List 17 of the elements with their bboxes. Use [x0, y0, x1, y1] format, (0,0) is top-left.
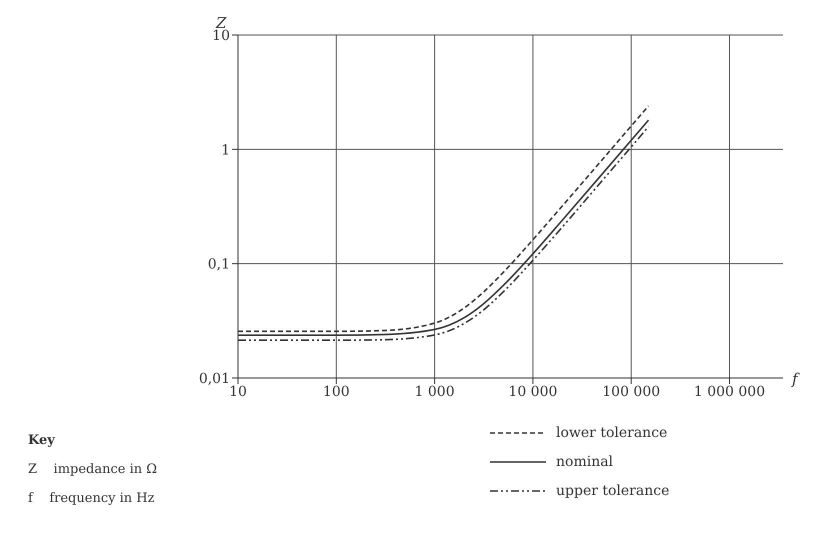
x-axis-title: f [792, 370, 798, 388]
y-tick-label: 1 [221, 142, 230, 158]
y-tick-label: 10 [212, 28, 230, 44]
legend-label: lower tolerance [556, 424, 668, 440]
x-tick-label: 100 [322, 384, 350, 400]
text: Key [28, 432, 56, 450]
legend-label: upper tolerance [556, 482, 670, 498]
x-tick-label: 100 000 [602, 384, 660, 400]
y-tick-label: 0,1 [208, 256, 230, 273]
y-tick-label: 0,01 [198, 370, 230, 387]
x-tick-label: 10 000 [508, 384, 558, 400]
text: Z impedance in Ω [28, 461, 158, 479]
x-tick-label: 1 000 000 [694, 384, 766, 400]
x-tick-label: 10 [229, 384, 247, 400]
text: f frequency in Hz [28, 490, 156, 508]
x-tick-label: 1 000 [414, 384, 455, 400]
legend-label: nominal [556, 454, 614, 470]
